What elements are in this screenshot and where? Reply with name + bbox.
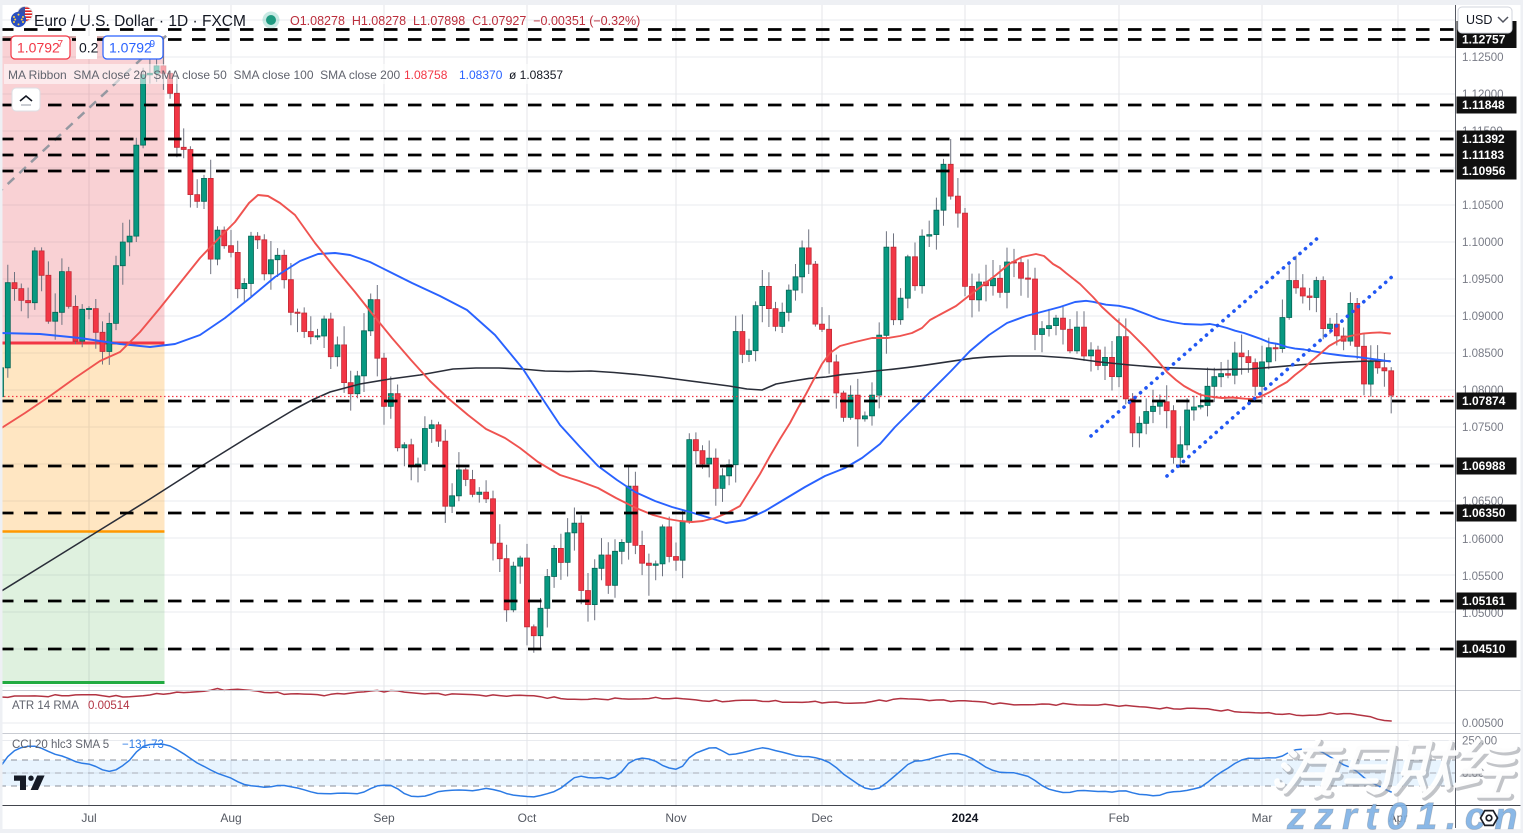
svg-text:2024: 2024	[952, 811, 979, 825]
svg-text:1.11848: 1.11848	[1462, 98, 1505, 112]
svg-text:1.11183: 1.11183	[1462, 148, 1504, 162]
svg-text:Euro / U.S. Dollar · 1D · FXCM: Euro / U.S. Dollar · 1D · FXCM	[34, 13, 246, 30]
svg-text:1.0792: 1.0792	[109, 40, 152, 56]
svg-text:Oct: Oct	[518, 811, 537, 825]
svg-text:0.2: 0.2	[79, 40, 99, 56]
svg-text:MA Ribbon SMA close 20 SMA c: MA Ribbon SMA close 20 SMA close 50 SMA …	[8, 68, 401, 82]
svg-text:1.0792: 1.0792	[17, 40, 60, 56]
svg-text:1.07500: 1.07500	[1462, 422, 1504, 434]
svg-text:1.05000: 1.05000	[1462, 608, 1504, 620]
svg-text:1.12757: 1.12757	[1462, 33, 1506, 47]
svg-text:1.12500: 1.12500	[1462, 52, 1504, 64]
svg-text:7: 7	[58, 39, 64, 50]
svg-text:9: 9	[150, 39, 156, 50]
svg-text:1.06988: 1.06988	[1462, 459, 1506, 473]
svg-text:CCI 20 hlc3 SMA 5: CCI 20 hlc3 SMA 5	[12, 739, 109, 751]
svg-text:1.08500: 1.08500	[1462, 348, 1504, 360]
svg-text:Sep: Sep	[373, 811, 395, 825]
svg-text:1.10500: 1.10500	[1462, 200, 1504, 212]
svg-text:zzrt01.cn: zzrt01.cn	[1286, 796, 1523, 833]
svg-text:Dec: Dec	[811, 811, 832, 825]
svg-text:0.00514: 0.00514	[88, 700, 130, 712]
svg-text:Mar: Mar	[1252, 811, 1273, 825]
svg-text:1.09000: 1.09000	[1462, 311, 1504, 323]
svg-text:1.09500: 1.09500	[1462, 274, 1504, 286]
svg-text:1.08758: 1.08758	[404, 68, 448, 82]
svg-text:1.05161: 1.05161	[1462, 594, 1506, 608]
svg-text:USD: USD	[1466, 13, 1492, 27]
svg-text:1.10956: 1.10956	[1462, 164, 1506, 178]
svg-text:1.06000: 1.06000	[1462, 534, 1504, 546]
svg-text:Nov: Nov	[665, 811, 686, 825]
svg-text:Jul: Jul	[81, 811, 96, 825]
svg-text:−131.73: −131.73	[122, 739, 164, 751]
svg-text:1.06350: 1.06350	[1462, 506, 1506, 520]
svg-text:1.05500: 1.05500	[1462, 571, 1504, 583]
svg-text:0.00500: 0.00500	[1462, 718, 1504, 730]
svg-text:1.08370: 1.08370	[459, 68, 503, 82]
svg-text:1.11392: 1.11392	[1462, 132, 1505, 146]
svg-text:Aug: Aug	[220, 811, 241, 825]
svg-text:1.07874: 1.07874	[1462, 394, 1506, 408]
svg-text:ATR 14 RMA: ATR 14 RMA	[12, 700, 79, 712]
svg-text:1.10000: 1.10000	[1462, 237, 1504, 249]
svg-text:ø 1.08357: ø 1.08357	[509, 68, 563, 82]
svg-text:Apr: Apr	[1389, 811, 1408, 825]
svg-text:Feb: Feb	[1109, 811, 1130, 825]
svg-text:O1.08278 H1.08278 L1.07898: O1.08278 H1.08278 L1.07898 C1.07927 −0.0…	[290, 14, 640, 28]
svg-text:1.04510: 1.04510	[1462, 642, 1506, 656]
